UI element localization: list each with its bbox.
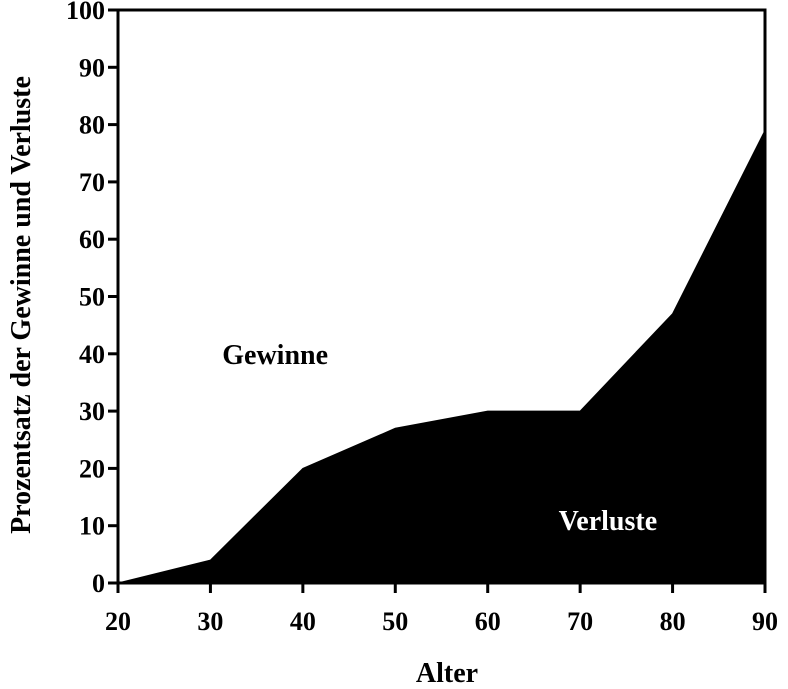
y-tick-label: 0 [92,569,105,598]
y-tick-label: 80 [79,111,105,140]
y-tick-label: 20 [79,454,105,483]
plot-area: Gewinne Verluste [116,8,767,585]
annotation-verluste: Verluste [559,506,658,537]
y-tick-label: 60 [79,225,105,254]
y-tick-label: 100 [66,0,105,25]
x-tick-label: 30 [197,607,223,636]
x-tick-label: 40 [290,607,316,636]
x-axis-title: Alter [416,658,478,689]
y-axis: 0 10 20 30 40 50 60 70 80 90 100 [66,0,118,598]
x-tick-label: 90 [752,607,778,636]
annotation-gewinne: Gewinne [222,340,328,371]
y-tick-label: 10 [79,512,105,541]
y-tick-label: 30 [79,397,105,426]
x-axis: 20 30 40 50 60 70 80 90 [105,583,778,636]
y-tick-label: 40 [79,340,105,369]
y-axis-title: Prozentsatz der Gewinne und Verluste [6,76,37,534]
y-tick-label: 50 [79,283,105,312]
y-tick-label: 90 [79,53,105,82]
x-tick-label: 80 [660,607,686,636]
x-tick-label: 20 [105,607,131,636]
y-tick-label: 70 [79,168,105,197]
x-tick-label: 60 [475,607,501,636]
x-tick-label: 70 [567,607,593,636]
x-tick-label: 50 [382,607,408,636]
